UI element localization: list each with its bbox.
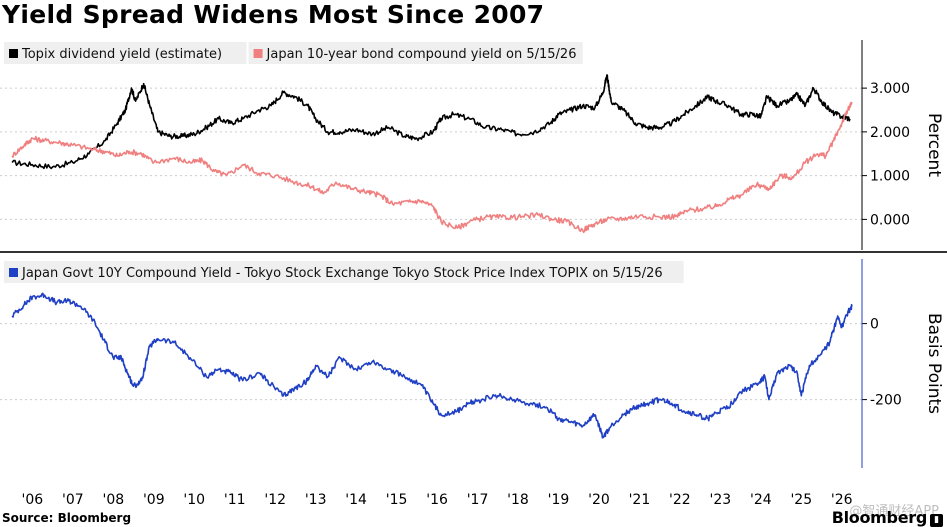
x-tick-label: '08 xyxy=(102,492,124,508)
x-tick-label: '20 xyxy=(588,492,610,508)
legend-label: Japan 10-year bond compound yield on 5/1… xyxy=(266,47,577,62)
bottom-panel: 0 -200 Basis Points Japan Govt 10Y Compound… xyxy=(0,259,944,468)
x-tick-label: '25 xyxy=(790,492,812,508)
y-tick-label: 1.000 xyxy=(870,169,910,185)
y-tick-label: 2.000 xyxy=(870,125,910,141)
legend-box xyxy=(248,42,583,64)
y-tick-label: -200 xyxy=(870,393,902,409)
legend-swatch xyxy=(253,49,263,58)
x-tick-label: '12 xyxy=(264,492,286,508)
brand-logo: Bloomberg ▮ xyxy=(832,508,943,527)
legend-box xyxy=(4,42,247,64)
legend-box xyxy=(4,261,684,283)
x-tick-label: '11 xyxy=(224,492,246,508)
legend-swatch xyxy=(9,49,18,58)
x-tick-label: '23 xyxy=(710,492,732,508)
watermark: @智通财经APP xyxy=(849,504,939,519)
x-tick-label: '06 xyxy=(22,492,44,508)
x-tick-label: '16 xyxy=(426,492,448,508)
x-tick-label: '17 xyxy=(467,492,489,508)
series-line-1 xyxy=(11,292,853,439)
legend-swatch xyxy=(9,268,18,277)
x-tick-label: '26 xyxy=(831,492,853,508)
legend-label: Topix dividend yield (estimate) xyxy=(21,47,222,62)
x-tick-label: '24 xyxy=(750,492,772,508)
x-tick-label: '21 xyxy=(629,492,651,508)
x-tick-label: '13 xyxy=(305,492,327,508)
x-axis: '06 '07 '08 '09 '10 '11 '12 '13 '14 '15 '16 '17 '18 '… xyxy=(22,492,853,508)
series-line-1 xyxy=(11,74,851,170)
x-tick-label: '07 xyxy=(62,492,84,508)
y-tick-label: 3.000 xyxy=(870,81,910,97)
y-tick-label: 0 xyxy=(870,317,879,333)
legend-label: Japan Govt 10Y Compound Yield - Tokyo St… xyxy=(21,266,663,281)
x-tick-label: '15 xyxy=(386,492,408,508)
x-tick-label: '22 xyxy=(669,492,691,508)
y-tick-label: 0.000 xyxy=(870,212,910,228)
chart-title: Yield Spread Widens Most Since 2007 xyxy=(2,0,545,29)
x-tick-label: '10 xyxy=(183,492,205,508)
x-tick-label: '18 xyxy=(507,492,529,508)
series-line-2 xyxy=(11,101,853,234)
x-tick-label: '09 xyxy=(143,492,165,508)
brand-mark-icon: ▮ xyxy=(930,514,943,527)
y-axis-title: Percent xyxy=(924,113,944,177)
x-tick-label: '19 xyxy=(548,492,570,508)
source-note: Source: Bloomberg xyxy=(2,511,132,525)
y-axis-title: Basis Points xyxy=(924,313,944,414)
brand-name: Bloomberg xyxy=(831,508,928,527)
top-panel: 0.000 1.000 2.000 3.000 Percent Topix dividen… xyxy=(0,40,944,250)
x-tick-label: '14 xyxy=(345,492,367,508)
